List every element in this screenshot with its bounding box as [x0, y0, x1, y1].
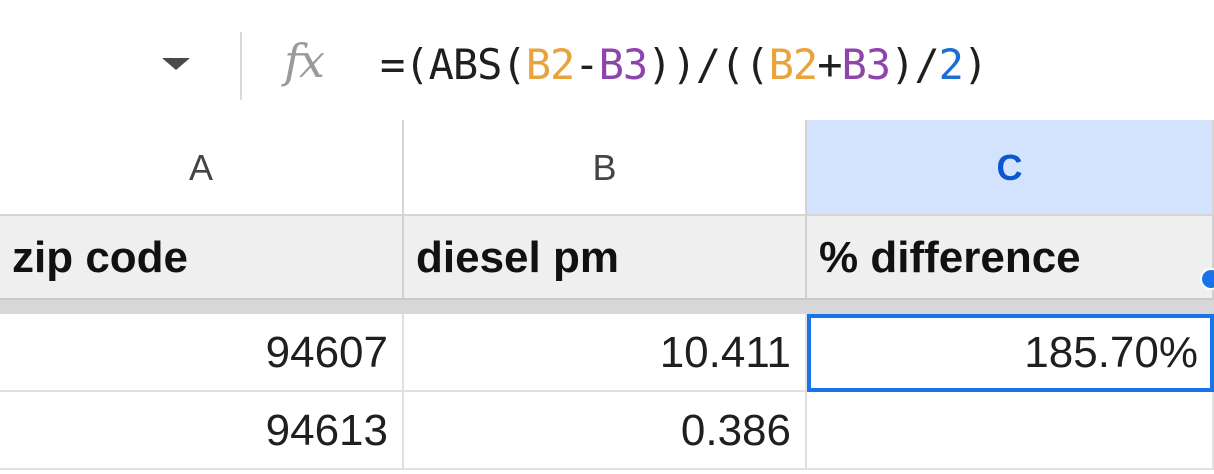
column-header-b[interactable]: B	[404, 120, 807, 216]
formula-ref-b3: B3	[598, 40, 649, 89]
fill-handle[interactable]	[1200, 268, 1214, 290]
formula-ref-b2: B2	[525, 40, 576, 89]
formula-part: ))/((	[647, 40, 769, 89]
spreadsheet-grid: A B C zip code diesel pm % difference 94…	[0, 120, 1214, 474]
cell-b1[interactable]: diesel pm	[404, 216, 807, 300]
cell-b2[interactable]: 10.411	[404, 314, 807, 392]
formula-part: )	[962, 40, 988, 89]
cell-a3[interactable]: 94613	[0, 392, 404, 470]
formula-part: )/	[890, 40, 940, 89]
cell-c2-selected[interactable]: 185.70%	[807, 314, 1214, 392]
column-header-a[interactable]: A	[0, 120, 404, 216]
formula-bar-divider	[240, 32, 242, 100]
formula-ref-b2: B2	[768, 40, 819, 89]
formula-part: -	[574, 40, 599, 89]
formula-ref-b3: B3	[841, 40, 891, 89]
cell-a1[interactable]: zip code	[0, 216, 404, 300]
formula-number: 2	[938, 40, 964, 89]
frozen-row-divider[interactable]	[0, 300, 1214, 314]
formula-bar: fx =(ABS(B2-B3))/((B2+B3)/2)	[0, 0, 1214, 120]
cell-c3[interactable]	[807, 392, 1214, 470]
formula-part: =(ABS(	[380, 40, 527, 89]
fx-icon: fx	[284, 34, 325, 88]
cell-a2[interactable]: 94607	[0, 314, 404, 392]
cell-b3[interactable]: 0.386	[404, 392, 807, 470]
formula-input[interactable]: =(ABS(B2-B3))/((B2+B3)/2)	[380, 40, 988, 90]
column-header-c[interactable]: C	[807, 120, 1214, 216]
cell-c1[interactable]: % difference	[807, 216, 1214, 300]
formula-part: +	[817, 40, 842, 89]
name-box-dropdown-icon[interactable]	[162, 58, 190, 70]
